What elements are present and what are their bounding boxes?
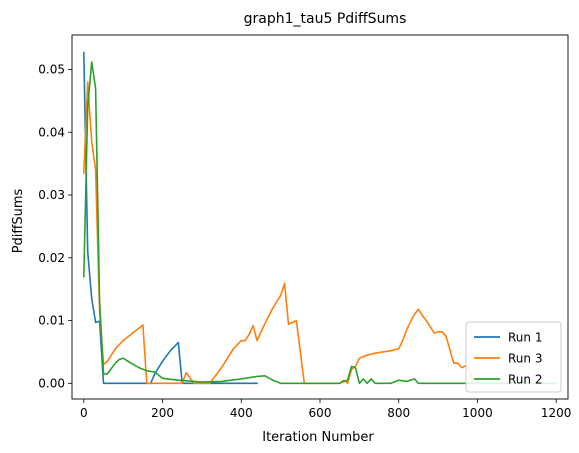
legend-label: Run 1 [508,331,542,345]
x-tick-label: 400 [230,406,253,420]
plot-frame [71,34,569,400]
series-line-run-2 [82,61,558,385]
x-axis-label: Iteration Number [262,430,374,445]
x-tick-label: 0 [80,406,88,420]
y-tick-label: 0.04 [38,125,65,139]
x-tick-label: 1000 [462,406,493,420]
legend: Run 1 Run 3 Run 2 [465,321,562,393]
chart-title: graph1_tau5 PdiffSums [244,11,407,27]
x-tick-label: 800 [387,406,410,420]
x-tick-label: 600 [309,406,332,420]
legend-label: Run 2 [508,373,542,387]
y-tick-label: 0.00 [38,376,65,390]
legend-label: Run 3 [508,352,542,366]
y-axis-label: PdiffSums [11,188,26,253]
y-tick-label: 0.05 [38,63,65,77]
y-tick-label: 0.02 [38,251,65,265]
legend-box [465,321,562,393]
x-tick-label: 1200 [541,406,572,420]
x-tick-label: 200 [151,406,174,420]
y-tick-label: 0.03 [38,188,65,202]
y-tick-label: 0.01 [38,314,65,328]
series-line-run-1 [82,51,258,385]
series-line-run-3 [82,81,510,385]
